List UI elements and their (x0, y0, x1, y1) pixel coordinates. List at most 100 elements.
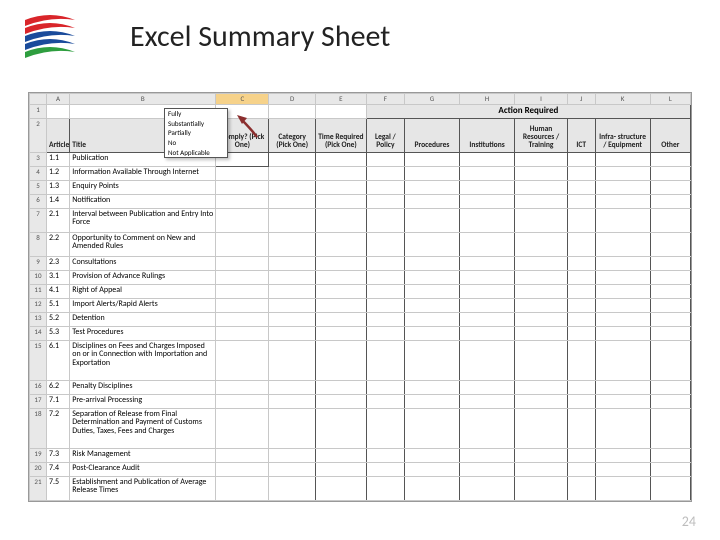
cell[interactable] (568, 180, 596, 194)
cell[interactable] (595, 408, 650, 448)
cell[interactable] (460, 152, 515, 166)
cell[interactable] (404, 152, 459, 166)
cell-article[interactable]: 1.1 (46, 152, 69, 166)
row-header[interactable]: 4 (30, 166, 47, 180)
cell[interactable] (568, 448, 596, 462)
cell[interactable] (568, 298, 596, 312)
row-header[interactable]: 16 (30, 380, 47, 394)
cell[interactable] (650, 476, 690, 500)
cell[interactable] (366, 256, 404, 270)
row-header[interactable]: 8 (30, 232, 47, 256)
cell[interactable] (269, 408, 316, 448)
cell[interactable] (366, 326, 404, 340)
cell-article[interactable]: 2.2 (46, 232, 69, 256)
cell[interactable] (515, 476, 568, 500)
cell[interactable] (568, 326, 596, 340)
cell-article[interactable]: 6.1 (46, 340, 69, 380)
cell[interactable] (315, 340, 366, 380)
cell[interactable] (366, 152, 404, 166)
cell[interactable] (366, 284, 404, 298)
cell-article[interactable]: 7.4 (46, 462, 69, 476)
cell[interactable] (269, 326, 316, 340)
cell[interactable] (515, 152, 568, 166)
cell[interactable] (650, 394, 690, 408)
cell[interactable] (568, 152, 596, 166)
cell[interactable] (515, 312, 568, 326)
cell[interactable] (650, 208, 690, 232)
cell-title[interactable]: Information Available Through Internet (70, 166, 216, 180)
cell[interactable] (269, 194, 316, 208)
cell[interactable] (650, 448, 690, 462)
cell[interactable] (269, 208, 316, 232)
row-header[interactable]: 7 (30, 208, 47, 232)
cell[interactable] (315, 180, 366, 194)
cell[interactable] (404, 180, 459, 194)
cell[interactable] (460, 380, 515, 394)
cell[interactable] (515, 326, 568, 340)
cell-comply[interactable] (216, 194, 269, 208)
dropdown-option[interactable]: Partially (165, 128, 227, 138)
cell[interactable] (315, 166, 366, 180)
cell[interactable] (460, 232, 515, 256)
column-header[interactable]: G (404, 94, 459, 105)
row-header[interactable]: 1 (30, 104, 47, 118)
column-header[interactable]: E (315, 94, 366, 105)
cell[interactable] (46, 104, 69, 118)
cell[interactable] (568, 476, 596, 500)
cell[interactable] (460, 340, 515, 380)
cell-comply[interactable] (216, 298, 269, 312)
cell[interactable] (315, 312, 366, 326)
cell[interactable] (404, 256, 459, 270)
cell-comply[interactable] (216, 232, 269, 256)
cell[interactable] (366, 166, 404, 180)
cell-title[interactable]: Opportunity to Comment on New and Amende… (70, 232, 216, 256)
cell[interactable] (650, 408, 690, 448)
cell[interactable] (366, 380, 404, 394)
cell[interactable] (269, 462, 316, 476)
cell-article[interactable]: 7.1 (46, 394, 69, 408)
cell-article[interactable]: 2.3 (46, 256, 69, 270)
cell[interactable] (568, 394, 596, 408)
cell[interactable] (568, 312, 596, 326)
cell-title[interactable]: Post-Clearance Audit (70, 462, 216, 476)
cell-comply[interactable] (216, 476, 269, 500)
cell-comply[interactable] (216, 180, 269, 194)
cell[interactable] (595, 284, 650, 298)
cell[interactable] (650, 462, 690, 476)
cell[interactable] (515, 208, 568, 232)
cell[interactable] (595, 152, 650, 166)
cell[interactable] (515, 394, 568, 408)
cell[interactable] (515, 284, 568, 298)
cell[interactable] (460, 298, 515, 312)
row-header[interactable]: 20 (30, 462, 47, 476)
cell[interactable] (366, 394, 404, 408)
cell[interactable] (315, 408, 366, 448)
cell[interactable] (568, 270, 596, 284)
cell[interactable] (595, 462, 650, 476)
cell[interactable] (460, 194, 515, 208)
cell[interactable] (404, 326, 459, 340)
cell[interactable] (404, 380, 459, 394)
cell[interactable] (515, 256, 568, 270)
cell-article[interactable]: 5.3 (46, 326, 69, 340)
cell[interactable] (269, 380, 316, 394)
cell[interactable] (269, 270, 316, 284)
cell[interactable] (366, 312, 404, 326)
cell[interactable] (460, 270, 515, 284)
row-header[interactable]: 6 (30, 194, 47, 208)
cell-comply[interactable] (216, 326, 269, 340)
cell[interactable] (315, 104, 366, 118)
cell[interactable] (515, 194, 568, 208)
cell[interactable] (269, 180, 316, 194)
cell[interactable] (515, 462, 568, 476)
column-header[interactable]: H (460, 94, 515, 105)
cell-comply[interactable] (216, 270, 269, 284)
cell[interactable] (404, 208, 459, 232)
cell[interactable] (595, 208, 650, 232)
column-header[interactable]: D (269, 94, 316, 105)
cell[interactable] (650, 270, 690, 284)
cell[interactable] (568, 208, 596, 232)
cell[interactable] (315, 194, 366, 208)
cell[interactable] (595, 194, 650, 208)
cell-title[interactable]: Provision of Advance Rulings (70, 270, 216, 284)
